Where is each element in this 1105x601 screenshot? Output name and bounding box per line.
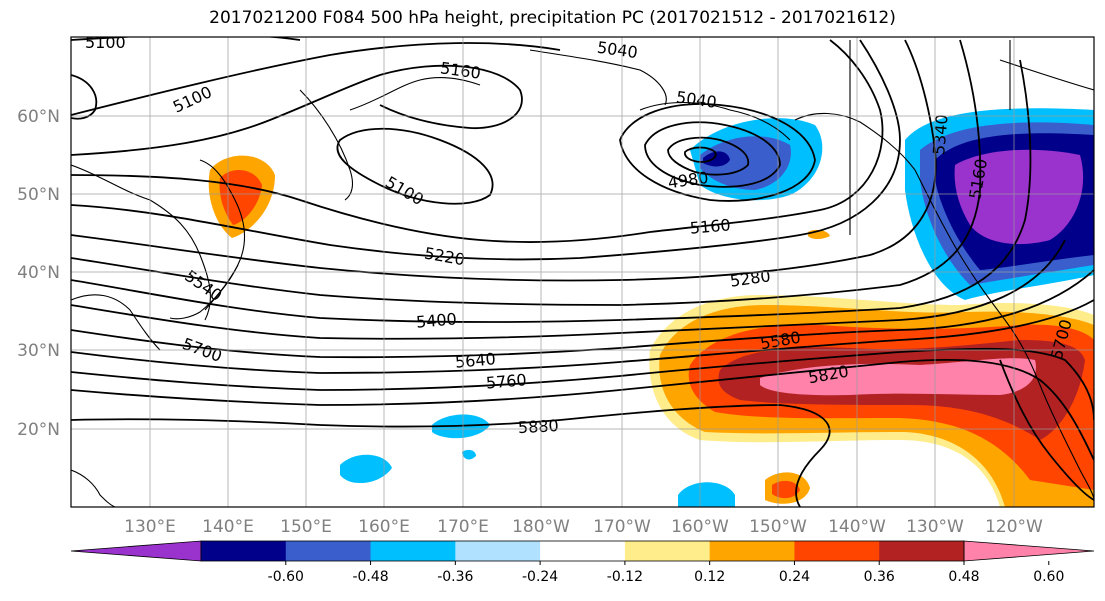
lon-tick: 120°W — [985, 517, 1043, 537]
gridlines — [71, 37, 1094, 507]
lon-tick: 180°W — [512, 517, 570, 537]
colorbar-tick-label: 0.24 — [779, 569, 810, 585]
colorbar-segment — [709, 541, 795, 561]
colorbar-segment — [285, 541, 372, 561]
lat-tick-labels: 60°N 50°N 40°N 30°N 20°N — [17, 107, 60, 440]
height-contours — [71, 37, 1094, 507]
contour-label: 5340 — [929, 114, 951, 156]
colorbar-tick-label: -0.24 — [522, 569, 558, 585]
lon-tick: 140°W — [828, 517, 886, 537]
colorbar-segment — [455, 541, 541, 561]
lon-tick: 130°W — [906, 517, 964, 537]
colorbar-segment — [879, 541, 965, 561]
colorbar-segment — [624, 541, 711, 561]
colorbar-border — [200, 540, 965, 562]
colorbar-tick-label: 0.12 — [694, 569, 725, 585]
colorbar-tick-label: -0.12 — [607, 569, 643, 585]
lon-tick: 170°E — [437, 517, 489, 537]
colorbar-segment — [540, 541, 626, 561]
lon-tick: 140°E — [202, 517, 254, 537]
lon-tick: 170°W — [593, 517, 651, 537]
contour-label: 5880 — [518, 416, 560, 437]
colorbar: -0.60 -0.48 -0.36 -0.24 -0.12 0.12 0.24 0.36 0.4… — [70, 540, 1095, 585]
colorbar-tick-label: -0.48 — [352, 569, 388, 585]
contour-label: 5640 — [454, 349, 496, 371]
map-frame — [70, 36, 1095, 508]
colorbar-segment — [370, 541, 456, 561]
lat-tick: 50°N — [17, 185, 60, 205]
lon-tick-labels: 130°E 140°E 150°E 160°E 170°E 180°W 170°… — [124, 517, 1043, 537]
colorbar-tick-label: -0.60 — [268, 569, 304, 585]
contour-label: 5100 — [85, 33, 126, 52]
contour-label: 5760 — [485, 370, 527, 392]
lat-tick: 40°N — [17, 263, 60, 283]
colorbar-tick-label: 0.36 — [864, 569, 895, 585]
lon-tick: 160°W — [671, 517, 729, 537]
colorbar-extend-low — [70, 540, 202, 562]
lon-tick: 160°E — [358, 517, 410, 537]
lon-tick: 150°W — [749, 517, 807, 537]
contour-label: 5160 — [689, 215, 731, 237]
colorbar-segment — [201, 541, 287, 561]
lat-tick: 60°N — [17, 107, 60, 127]
colorbar-extend-high — [963, 540, 1095, 562]
colorbar-tick-label: 0.48 — [948, 569, 979, 585]
map-title: 2017021200 F084 500 hPa height, precipit… — [209, 8, 896, 28]
colorbar-segment — [794, 541, 880, 561]
lat-tick: 20°N — [17, 420, 60, 440]
colorbar-tick-label: -0.36 — [437, 569, 473, 585]
plot-area: 5100 5100 5160 5040 5040 4980 5100 5160 … — [71, 33, 1094, 507]
contour-label: 5400 — [415, 309, 457, 331]
lon-tick: 150°E — [280, 517, 332, 537]
lon-tick: 130°E — [124, 517, 176, 537]
lat-tick: 30°N — [17, 341, 60, 361]
colorbar-tick-label: 0.60 — [1033, 569, 1064, 585]
